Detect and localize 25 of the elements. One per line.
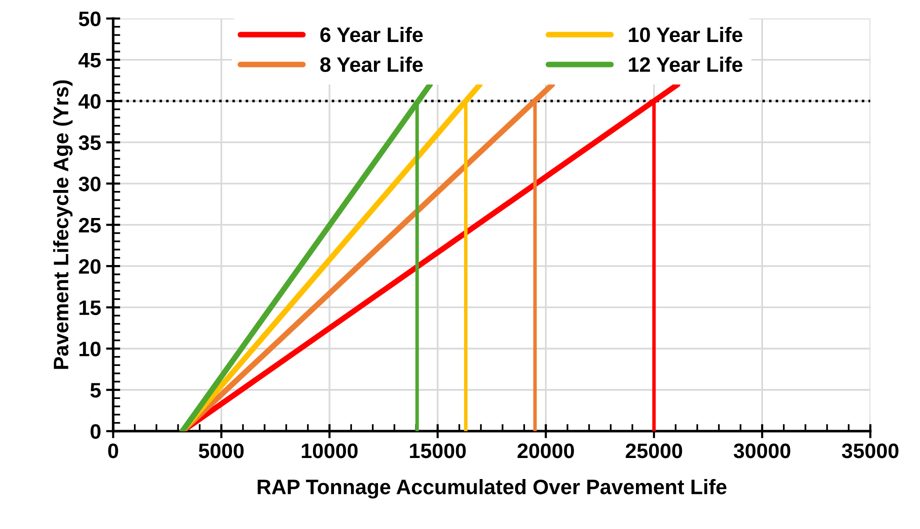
legend-label: 10 Year Life (628, 26, 742, 42)
legend-label: 6 Year Life (320, 26, 423, 42)
legend-label: 12 Year Life (628, 56, 742, 72)
x-tick-label: 25000 (626, 443, 682, 458)
y-tick-label: 15 (79, 300, 101, 316)
y-tick-label: 45 (78, 52, 101, 68)
y-tick-label: 50 (78, 12, 101, 26)
y-tick-label: 25 (78, 218, 101, 233)
x-tick-label: 0 (108, 443, 118, 458)
x-tick-label: 35000 (842, 443, 898, 458)
y-tick-label: 20 (78, 259, 101, 274)
y-tick-label: 30 (78, 176, 101, 192)
y-axis-title: Pavement Lifecycle Age (Yrs) (53, 80, 73, 369)
x-tick-label: 20000 (518, 443, 574, 458)
x-tick-label: 10000 (302, 443, 358, 458)
y-tick-label: 10 (79, 342, 101, 356)
y-tick-label: 40 (78, 94, 101, 109)
x-tick-label: 30000 (734, 443, 790, 458)
y-tick-label: 0 (90, 424, 100, 439)
x-axis-title: RAP Tonnage Accumulated Over Pavement Life (258, 479, 726, 499)
x-tick-label: 15000 (410, 443, 466, 458)
x-tick-label: 5000 (198, 443, 244, 458)
y-tick-label: 5 (90, 383, 101, 398)
legend-label: 8 Year Life (320, 56, 423, 72)
y-tick-label: 35 (78, 135, 101, 150)
